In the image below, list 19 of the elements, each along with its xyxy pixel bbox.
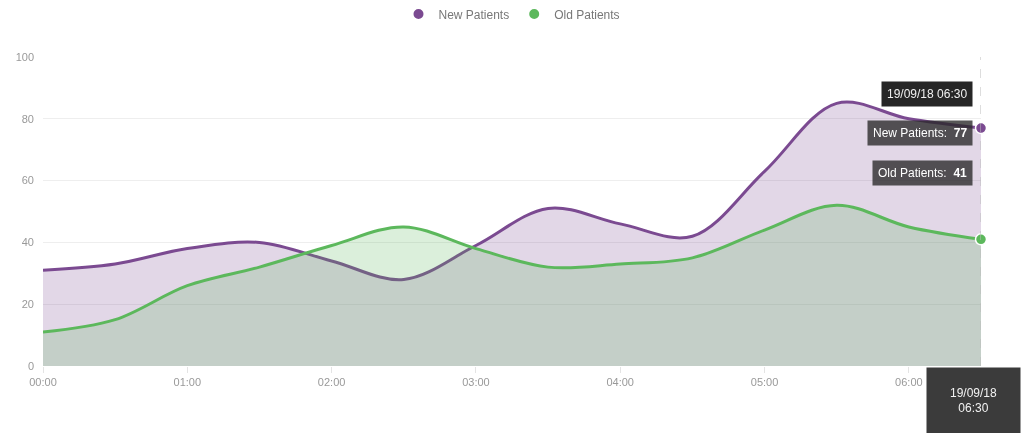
y-tick-label: 80 <box>21 112 34 125</box>
annotation: 19/09/18 06:30 <box>887 87 968 101</box>
annotation: New Patients: 77 <box>873 126 968 140</box>
x-tick-label: 01:00 <box>173 376 202 389</box>
y-tick-label: 0 <box>27 359 34 372</box>
x-tick-label: 06:00 <box>895 376 923 389</box>
x-tick-label: 05:00 <box>750 376 779 389</box>
legend-label: Old Patients <box>554 7 620 22</box>
x-tick-label: 04:00 <box>606 376 634 389</box>
y-tick-label: 20 <box>21 298 34 311</box>
legend-label: New Patients <box>438 7 510 22</box>
x-tick-label: 00:00 <box>29 376 57 389</box>
x-tick-label: 03:00 <box>462 376 490 389</box>
annotation: Old Patients: 41 <box>878 166 968 180</box>
y-tick-label: 100 <box>15 50 34 63</box>
ref-line-label: 19/09/18 06:30 <box>949 385 998 416</box>
y-tick-label: 60 <box>21 174 34 187</box>
x-tick-label: 02:00 <box>317 376 346 389</box>
y-tick-label: 40 <box>21 236 34 249</box>
